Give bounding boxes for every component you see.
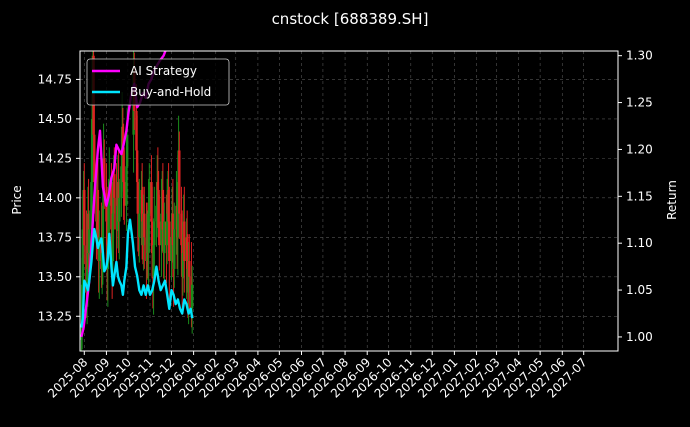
candle-body [180,213,183,246]
candle-body [190,284,194,309]
y-left-tick-label: 13.50 [38,270,72,284]
candle-body [90,118,94,183]
candle-body [125,166,128,206]
candle-body [121,126,125,151]
legend-label: Buy-and-Hold [130,85,211,99]
y-left-tick-label: 13.75 [38,230,72,244]
y-right-tick-label: 1.20 [626,142,653,156]
legend-label: AI Strategy [130,64,197,78]
y-right-tick-label: 1.10 [626,236,653,250]
candle-body [138,213,141,238]
y-axis-label-right: Return [665,180,679,220]
candle-body [83,189,86,246]
series-group [80,51,194,338]
candle-body [167,189,170,222]
y-left-tick-label: 14.25 [38,151,72,165]
candle-body [181,253,185,277]
candle-body [170,237,173,261]
candle-body [165,213,169,246]
candle-body [163,221,166,254]
candle-body [157,189,160,222]
candle-body [150,182,153,222]
candle-body [115,205,119,230]
legend-box [86,58,230,106]
candle-body [80,284,84,325]
y-left-tick-label: 14.50 [38,112,72,126]
candle-body [173,229,176,269]
candle-body [113,174,116,198]
candle-body [125,134,129,167]
candle-body [85,268,89,293]
candle-body [160,213,163,246]
candle-body [118,197,121,222]
chart-title: cnstock [688389.SH] [272,10,429,28]
candle-body [135,111,138,151]
y-right-tick-label: 1.30 [626,49,653,63]
y-left-tick-label: 13.25 [38,309,72,323]
candle-body [136,182,140,214]
candle-body [187,261,190,293]
candle-body [156,182,160,190]
candle-body [140,189,144,222]
candle-body [158,221,161,246]
candle-body [111,213,115,261]
candle-body [188,261,191,277]
series-line [80,218,194,328]
plot-area: 13.25 13.50 13.75 14.00 14.25 14.50 14.75 1.00 1… [38,49,653,401]
candle-body [155,205,158,222]
candle-body [183,221,186,261]
candle-body [96,189,100,230]
y-right-tick-label: 1.25 [626,96,653,110]
candle-body [81,229,85,285]
candle-body [110,182,113,230]
candle-body [161,189,165,230]
candle-body [152,245,155,277]
candle-body [168,221,171,261]
plot-frame [79,50,619,352]
candle-body [93,134,96,183]
candle-body [100,253,104,269]
candle-body [135,150,139,183]
candle-body [148,182,151,214]
series-line [80,51,167,338]
candle-body [120,166,123,198]
candle-body [155,182,159,206]
candle-body [176,182,180,238]
candle-body [90,182,93,230]
candle-body [171,213,175,246]
candle-body [88,229,91,254]
candle-body [101,205,105,254]
candle-body [185,237,189,269]
candle-body [98,237,101,261]
y-right-tick-label: 1.05 [626,283,653,297]
candle-body [150,221,154,254]
candle-body [147,213,150,254]
candle-body [143,213,146,238]
candle-body [103,158,106,190]
y-right-tick-label: 1.00 [626,330,653,344]
y-left-tick-label: 14.75 [38,72,72,86]
candle-body [153,221,156,246]
candle-body [122,150,125,183]
y-left-tick-label: 14.00 [38,191,72,205]
y-right-tick-label: 1.15 [626,189,653,203]
candle-body [178,150,181,214]
candle-body [123,182,126,206]
candle-body [107,205,110,246]
y-axis-label-left: Price [10,185,24,214]
